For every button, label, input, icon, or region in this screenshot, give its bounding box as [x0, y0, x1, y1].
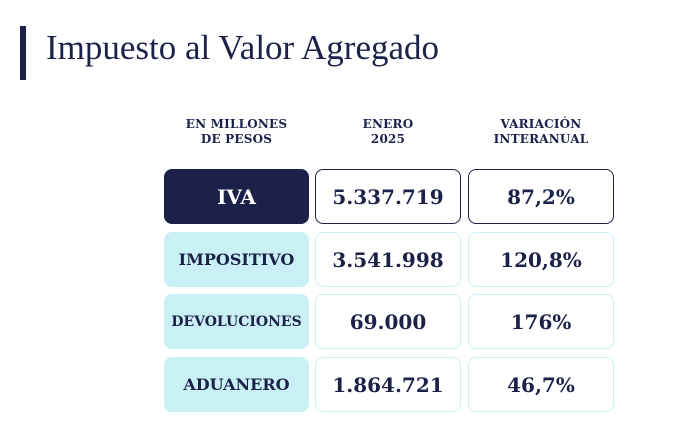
row-variation-aduanero: 46,7% [468, 357, 614, 412]
row-label-impositivo: IMPOSITIVO [164, 232, 309, 287]
header-variation-line1: VARIACIÓN [500, 117, 582, 131]
row-value-aduanero: 1.864.721 [315, 357, 461, 412]
header-period-line2: 2025 [370, 132, 406, 146]
row-value-devoluciones: 69.000 [315, 294, 461, 349]
header-period-line1: ENERO [362, 117, 414, 131]
row-label-aduanero: ADUANERO [164, 357, 309, 412]
row-variation-impositivo: 120,8% [468, 232, 614, 287]
page-title: Impuesto al Valor Agregado [46, 28, 440, 67]
header-variation-line2: INTERANUAL [493, 132, 589, 146]
row-value-iva: 5.337.719 [315, 169, 461, 224]
header-units-line2: DE PESOS [200, 132, 273, 146]
title-accent-bar [20, 26, 26, 80]
header-units: EN MILLONES DE PESOS [164, 117, 309, 147]
row-variation-devoluciones: 176% [468, 294, 614, 349]
row-variation-iva: 87,2% [468, 169, 614, 224]
header-period: ENERO 2025 [315, 117, 461, 147]
header-units-line1: EN MILLONES [185, 117, 288, 131]
header-variation: VARIACIÓN INTERANUAL [468, 117, 614, 147]
row-label-iva: IVA [164, 169, 309, 224]
row-label-devoluciones: DEVOLUCIONES [164, 294, 309, 349]
row-value-impositivo: 3.541.998 [315, 232, 461, 287]
